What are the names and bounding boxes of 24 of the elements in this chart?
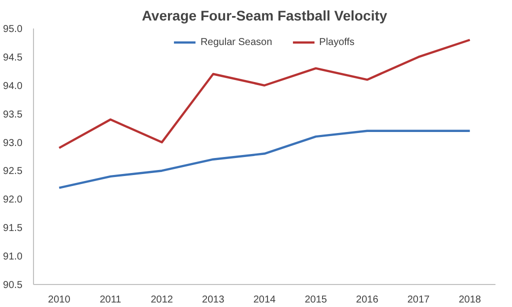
x-tick-label: 2016	[356, 294, 379, 306]
x-tick-label: 2014	[253, 294, 276, 306]
x-tick-label: 2011	[100, 294, 122, 306]
x-tick-label: 2015	[304, 294, 328, 306]
y-tick-label: 94.0	[3, 80, 23, 92]
chart-title: Average Four-Seam Fastball Velocity	[142, 8, 388, 24]
y-tick-label: 91.5	[3, 223, 23, 234]
x-tick-label: 2018	[458, 294, 482, 306]
y-tick-label: 90.5	[3, 280, 23, 291]
y-tick-label: 93.5	[3, 109, 23, 120]
line-series	[58, 130, 471, 189]
y-tick-label: 91.0	[3, 252, 23, 263]
y-tick-label: 95.0	[3, 24, 23, 35]
y-tick-label: 93.0	[3, 138, 23, 149]
x-tick-label: 2013	[202, 294, 225, 306]
y-tick-label: 94.5	[3, 52, 23, 64]
x-tick-label: 2012	[150, 294, 174, 306]
line-series	[58, 38, 471, 150]
legend-label: Regular Season	[200, 36, 272, 48]
x-tick-label: 2017	[407, 294, 430, 306]
legend-label: Playoffs	[319, 36, 355, 48]
y-tick-label: 92.0	[3, 194, 23, 206]
y-tick-label: 92.5	[3, 166, 23, 178]
x-tick-label: 2010	[48, 294, 71, 306]
